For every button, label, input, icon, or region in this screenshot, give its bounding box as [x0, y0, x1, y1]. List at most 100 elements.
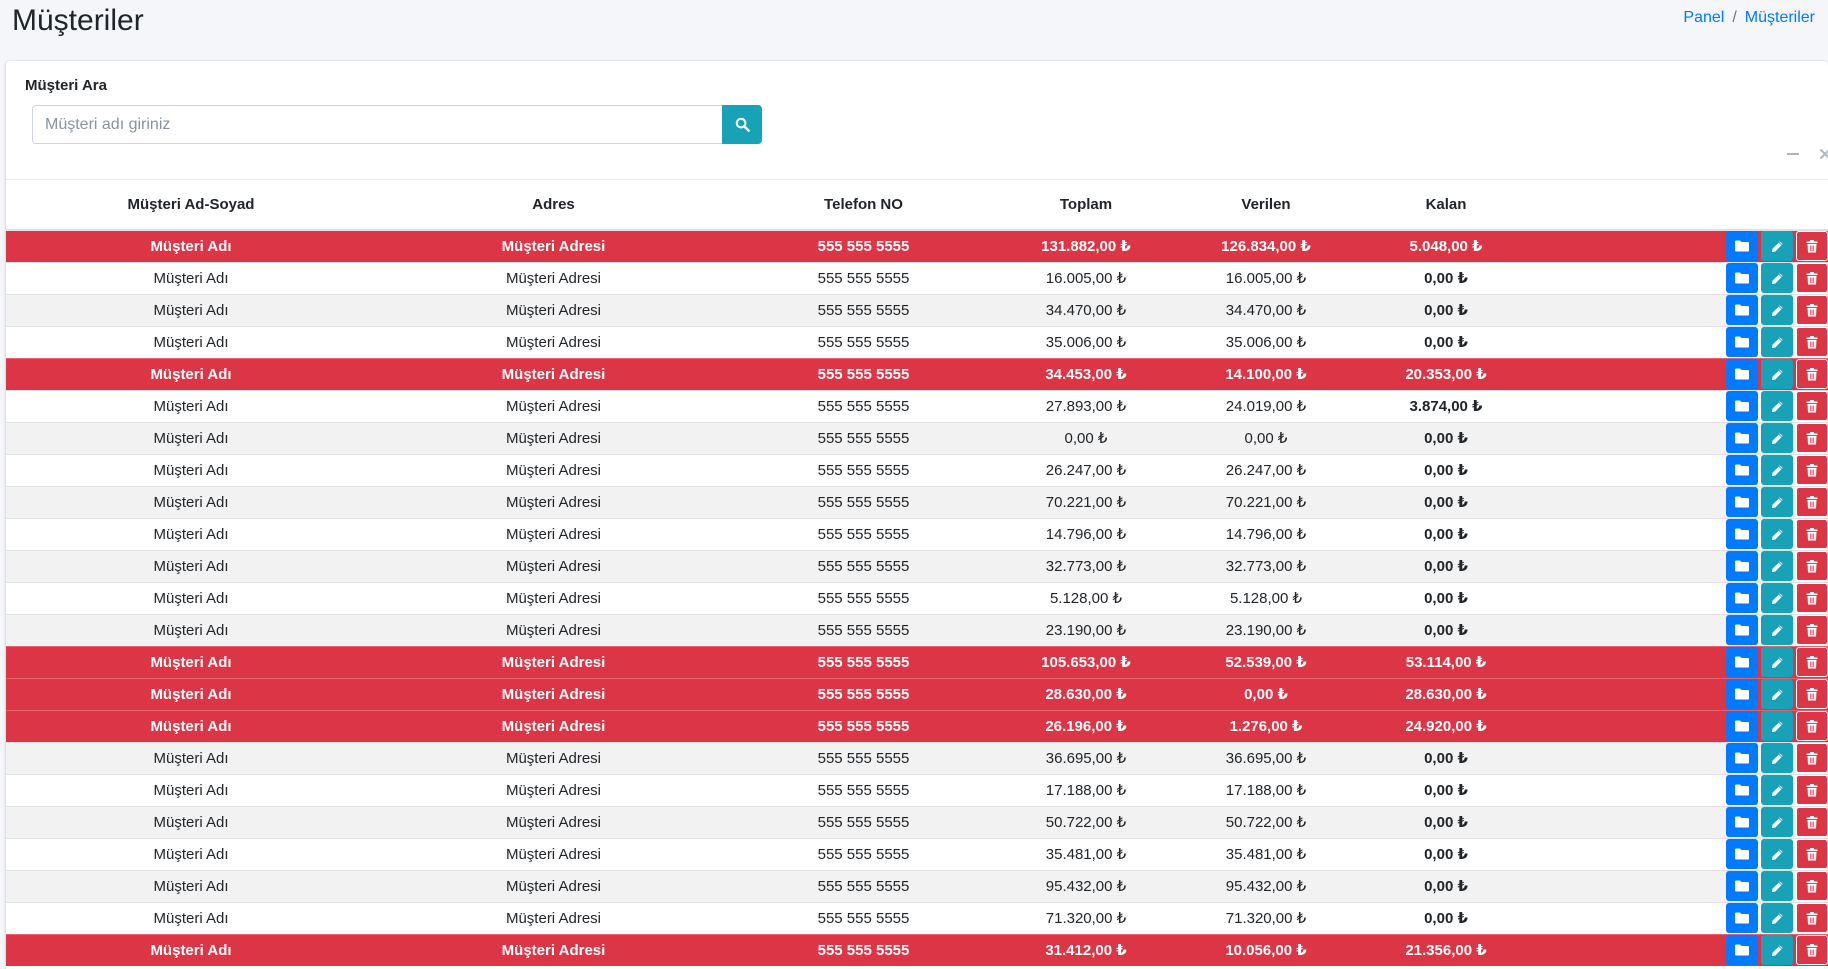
view-button[interactable]	[1726, 807, 1758, 837]
edit-button[interactable]	[1761, 263, 1793, 293]
delete-button[interactable]	[1796, 263, 1828, 293]
remaining-cell: 0,00 ₺	[1356, 773, 1536, 806]
search-label: Müşteri Ara	[25, 77, 107, 94]
delete-button[interactable]	[1796, 711, 1828, 741]
search-button[interactable]	[722, 105, 762, 144]
view-button[interactable]	[1726, 615, 1758, 645]
delete-button[interactable]	[1796, 743, 1828, 773]
delete-button[interactable]	[1796, 551, 1828, 581]
edit-button[interactable]	[1761, 455, 1793, 485]
edit-button[interactable]	[1761, 519, 1793, 549]
trash-icon	[1806, 623, 1818, 636]
table-row: Müşteri Adı Müşteri Adresi 555 555 5555 …	[6, 453, 1828, 486]
customer-phone-cell: 555 555 5555	[731, 677, 996, 710]
edit-button[interactable]	[1761, 487, 1793, 517]
pencil-icon	[1771, 464, 1783, 476]
edit-button[interactable]	[1761, 359, 1793, 389]
customer-name-cell: Müşteri Adı	[6, 421, 376, 454]
view-button[interactable]	[1726, 423, 1758, 453]
view-button[interactable]	[1726, 231, 1758, 262]
delete-button[interactable]	[1796, 583, 1828, 613]
edit-button[interactable]	[1761, 295, 1793, 325]
view-button[interactable]	[1726, 391, 1758, 421]
view-button[interactable]	[1726, 679, 1758, 709]
delete-button[interactable]	[1796, 935, 1828, 966]
delete-button[interactable]	[1796, 519, 1828, 549]
delete-button[interactable]	[1796, 775, 1828, 805]
edit-button[interactable]	[1761, 711, 1793, 741]
delete-button[interactable]	[1796, 327, 1828, 357]
delete-button[interactable]	[1796, 903, 1828, 933]
collapse-button[interactable]	[1784, 145, 1802, 163]
edit-button[interactable]	[1761, 871, 1793, 901]
edit-button[interactable]	[1761, 679, 1793, 709]
delete-button[interactable]	[1796, 615, 1828, 645]
view-button[interactable]	[1726, 263, 1758, 293]
view-button[interactable]	[1726, 295, 1758, 325]
row-actions	[1536, 421, 1828, 454]
delete-button[interactable]	[1796, 359, 1828, 389]
view-button[interactable]	[1726, 871, 1758, 901]
delete-button[interactable]	[1796, 839, 1828, 869]
search-input[interactable]	[32, 105, 722, 144]
edit-button[interactable]	[1761, 583, 1793, 613]
trash-icon	[1806, 239, 1818, 253]
edit-button[interactable]	[1761, 775, 1793, 805]
view-button[interactable]	[1726, 647, 1758, 677]
customer-phone-cell: 555 555 5555	[731, 485, 996, 518]
view-button[interactable]	[1726, 327, 1758, 357]
delete-button[interactable]	[1796, 391, 1828, 421]
table-row: Müşteri Adı Müşteri Adresi 555 555 5555 …	[6, 325, 1828, 358]
delete-button[interactable]	[1796, 455, 1828, 485]
edit-button[interactable]	[1761, 935, 1793, 966]
view-button[interactable]	[1726, 903, 1758, 933]
paid-cell: 0,00 ₺	[1176, 421, 1356, 454]
trash-icon	[1806, 847, 1818, 860]
paid-cell: 32.773,00 ₺	[1176, 549, 1356, 582]
view-button[interactable]	[1726, 583, 1758, 613]
edit-button[interactable]	[1761, 903, 1793, 933]
delete-button[interactable]	[1796, 487, 1828, 517]
customer-phone-cell: 555 555 5555	[731, 901, 996, 934]
delete-button[interactable]	[1796, 871, 1828, 901]
delete-button[interactable]	[1796, 423, 1828, 453]
edit-button[interactable]	[1761, 647, 1793, 677]
breadcrumb-separator: /	[1732, 9, 1737, 26]
view-button[interactable]	[1726, 935, 1758, 966]
view-button[interactable]	[1726, 839, 1758, 869]
trash-icon	[1806, 655, 1818, 668]
remaining-cell: 0,00 ₺	[1356, 837, 1536, 870]
view-button[interactable]	[1726, 775, 1758, 805]
folder-icon	[1735, 912, 1749, 924]
view-button[interactable]	[1726, 711, 1758, 741]
view-button[interactable]	[1726, 551, 1758, 581]
edit-button[interactable]	[1761, 327, 1793, 357]
view-button[interactable]	[1726, 487, 1758, 517]
customer-address-cell: Müşteri Adresi	[376, 709, 731, 742]
folder-icon	[1735, 944, 1749, 956]
breadcrumb-link-panel[interactable]: Panel	[1683, 9, 1725, 26]
trash-icon	[1806, 687, 1818, 700]
delete-button[interactable]	[1796, 295, 1828, 325]
delete-button[interactable]	[1796, 679, 1828, 709]
remove-button[interactable]	[1816, 145, 1828, 163]
edit-button[interactable]	[1761, 551, 1793, 581]
breadcrumb-link-musteriler[interactable]: Müşteriler	[1744, 9, 1815, 26]
edit-button[interactable]	[1761, 807, 1793, 837]
view-button[interactable]	[1726, 743, 1758, 773]
edit-button[interactable]	[1761, 391, 1793, 421]
delete-button[interactable]	[1796, 647, 1828, 677]
edit-button[interactable]	[1761, 231, 1793, 262]
view-button[interactable]	[1726, 455, 1758, 485]
edit-button[interactable]	[1761, 839, 1793, 869]
table-row: Müşteri Adı Müşteri Adresi 555 555 5555 …	[6, 901, 1828, 934]
view-button[interactable]	[1726, 359, 1758, 389]
edit-button[interactable]	[1761, 743, 1793, 773]
delete-button[interactable]	[1796, 807, 1828, 837]
edit-button[interactable]	[1761, 615, 1793, 645]
remaining-cell: 0,00 ₺	[1356, 613, 1536, 646]
edit-button[interactable]	[1761, 423, 1793, 453]
customer-address-cell: Müşteri Adresi	[376, 645, 731, 678]
view-button[interactable]	[1726, 519, 1758, 549]
delete-button[interactable]	[1796, 231, 1828, 262]
